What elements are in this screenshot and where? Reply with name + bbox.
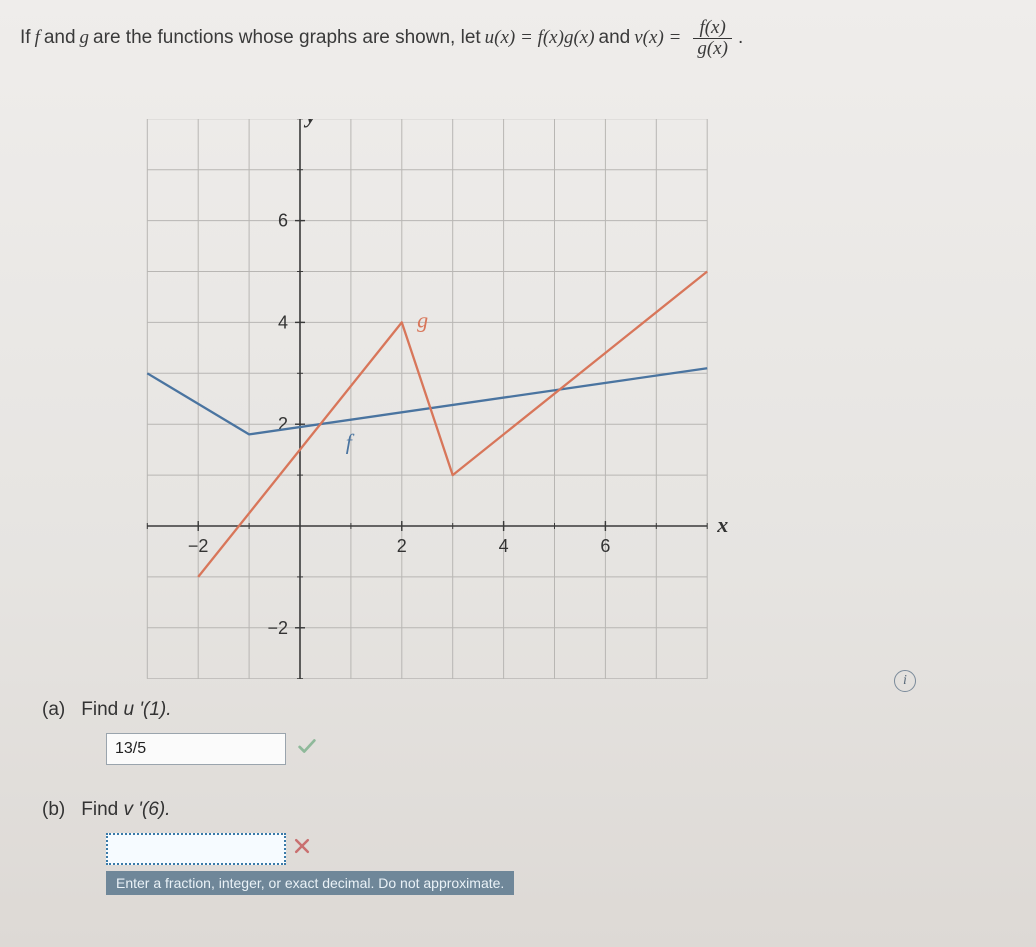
part-b-answer-row [106, 833, 1016, 865]
fraction: f(x) g(x) [691, 18, 734, 59]
part-b-input[interactable] [106, 833, 286, 865]
svg-text:−2: −2 [267, 618, 288, 638]
part-a-prompt-pre: Find [81, 699, 123, 720]
text-mid2: and [599, 23, 631, 53]
part-b: (b) Find v '(6). [42, 799, 1016, 821]
x-icon [292, 836, 312, 862]
part-a-prompt-expr: u '(1). [124, 699, 172, 720]
info-icon-glyph: i [903, 673, 907, 689]
text-period: . [738, 23, 743, 53]
svg-text:g: g [417, 307, 428, 332]
text-prefix: If [20, 23, 31, 53]
part-a-answer-row [106, 733, 1016, 765]
svg-text:2: 2 [397, 536, 407, 556]
part-a-input[interactable] [106, 733, 286, 765]
part-b-prompt-pre: Find [81, 799, 123, 820]
eq-u: u(x) = f(x)g(x) [485, 23, 595, 53]
fraction-numerator: f(x) [693, 18, 731, 39]
eq-v-lhs: v(x) = [634, 23, 681, 53]
var-f: f [35, 23, 40, 53]
fraction-denominator: g(x) [691, 39, 734, 59]
text-and: and [44, 23, 76, 53]
svg-text:y: y [303, 119, 316, 128]
svg-text:f: f [346, 430, 355, 455]
svg-text:4: 4 [499, 536, 509, 556]
part-a: (a) Find u '(1). [42, 699, 1016, 721]
part-b-prompt-expr: v '(6). [124, 799, 171, 820]
svg-text:6: 6 [278, 210, 288, 230]
svg-text:x: x [716, 512, 728, 537]
var-g: g [80, 23, 90, 53]
text-mid1: are the functions whose graphs are shown… [93, 23, 481, 53]
graph-svg: −2 2 4 6 −2 2 4 6 y x f g [120, 119, 780, 679]
check-icon [296, 735, 318, 763]
part-b-label: (b) [42, 799, 76, 821]
parts: (a) Find u '(1). (b) Find v '(6). Enter … [42, 699, 1016, 895]
part-a-label: (a) [42, 699, 76, 721]
svg-text:6: 6 [600, 536, 610, 556]
graph: −2 2 4 6 −2 2 4 6 y x f g [120, 119, 780, 679]
svg-text:−2: −2 [188, 536, 209, 556]
info-icon[interactable]: i [894, 670, 916, 692]
problem-statement: If f and g are the functions whose graph… [20, 18, 1016, 59]
svg-text:2: 2 [278, 414, 288, 434]
svg-text:4: 4 [278, 312, 288, 332]
answer-hint-tooltip: Enter a fraction, integer, or exact deci… [106, 871, 514, 895]
